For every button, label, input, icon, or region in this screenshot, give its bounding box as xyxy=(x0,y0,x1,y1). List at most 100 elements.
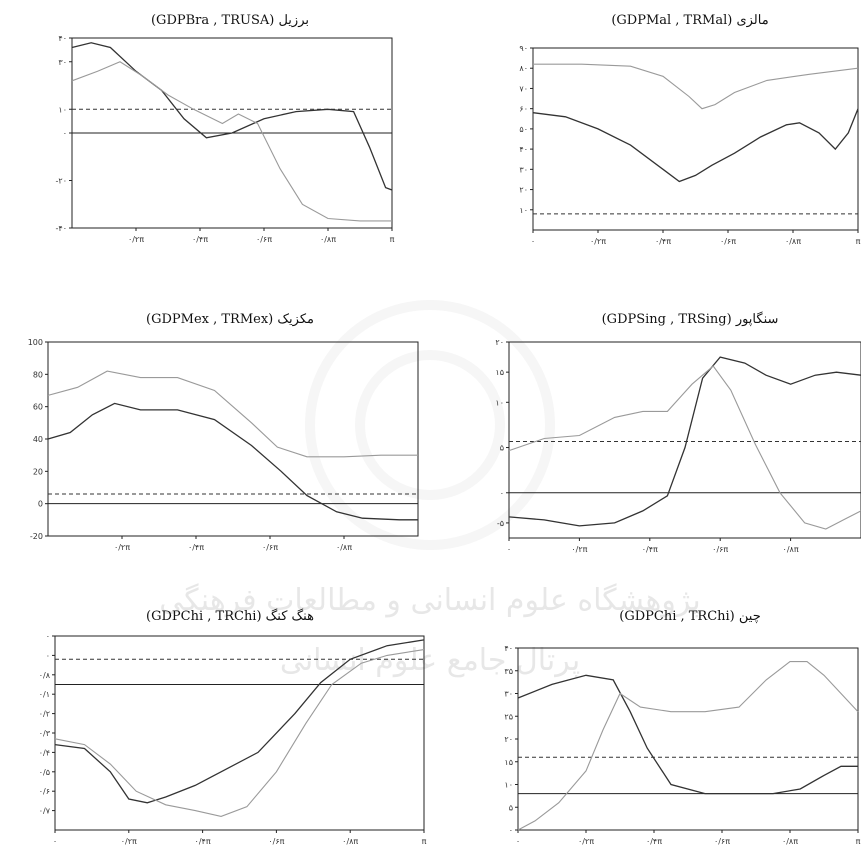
x-tick-label: ۰/۶π xyxy=(268,837,284,846)
x-tick-label: ۰/۶π xyxy=(256,235,272,244)
x-tick-label: ۰/۶π xyxy=(712,545,728,554)
y-tick-label: ۲۰ xyxy=(519,186,528,195)
y-tick-label: ۵۰ xyxy=(519,125,528,134)
plot-frame xyxy=(532,47,859,231)
x-tick-label: ۰/۸π xyxy=(342,837,358,846)
y-tick-label: -۴۰ xyxy=(56,224,67,233)
y-tick-label: ۴۰ xyxy=(58,34,67,43)
x-tick-label: π xyxy=(856,837,861,846)
watermark-rosette-outer xyxy=(305,300,555,550)
y-tick-label: -۵ xyxy=(497,519,504,528)
y-tick-label: 80 xyxy=(33,370,43,379)
chart-title: (GDPSing , TRSing) سنگاپور xyxy=(602,311,779,327)
y-tick-label: ۶۰ xyxy=(519,105,528,114)
x-tick-label: ۰/۲π xyxy=(114,543,130,552)
series-line-2 xyxy=(71,61,392,222)
series-line-2 xyxy=(54,649,425,817)
y-tick-label: ۳۰ xyxy=(519,165,528,174)
y-tick-label: ۰/۴ xyxy=(39,748,50,757)
y-tick-label: ۱۵ xyxy=(504,758,513,767)
y-tick-label: ۰/۶ xyxy=(39,787,50,796)
series-line-1 xyxy=(517,674,858,795)
x-tick-label: ۰/۴π xyxy=(195,837,211,846)
watermark: پژوهشگاه علوم انسانی و مطالعات فرهنگی پر… xyxy=(159,300,701,678)
chart-panel-hongkong: (GDPChi , TRChi) هنگ کنگ ۰ ۰ ۰/۸ ۰/۱ ۰/۲ ۰/۳ ۰/… xyxy=(39,608,427,846)
y-tick-label: ۴۰ xyxy=(504,644,513,653)
y-tick-label: 60 xyxy=(33,403,43,412)
y-tick-label: ۰ xyxy=(509,826,513,835)
x-tick-label: ۰/۸π xyxy=(336,543,352,552)
x-tick-label: ۰/۸π xyxy=(783,545,799,554)
x-tick-label: ۰/۴π xyxy=(655,237,671,246)
watermark-text-1: پژوهشگاه علوم انسانی و مطالعات فرهنگی xyxy=(159,583,701,618)
x-tick-label: ۰/۴π xyxy=(192,235,208,244)
chart-title: (GDPChi , TRChi) هنگ کنگ xyxy=(146,608,314,624)
y-tick-label: ۲۰ xyxy=(495,338,504,347)
y-tick-label: ۰ xyxy=(46,632,50,641)
x-tick-label: ۰ xyxy=(53,837,57,846)
y-tick-label: ۰/۳ xyxy=(39,729,51,738)
x-tick-label: ۰/۴π xyxy=(642,545,658,554)
y-tick-label: ۰ xyxy=(500,489,504,498)
series-line-2 xyxy=(508,365,861,530)
chart-title: (GDPMal , TRMal) مالزی xyxy=(611,13,768,28)
y-tick-label: 0 xyxy=(38,500,43,509)
y-tick-label: -20 xyxy=(30,532,43,541)
series-line-1 xyxy=(532,108,859,183)
y-tick-label: ۱۵ xyxy=(495,368,504,377)
x-tick-label: ۰/۲π xyxy=(121,837,137,846)
series-line-2 xyxy=(533,63,859,110)
y-tick-label: ۸۰ xyxy=(519,64,528,73)
chart-title: (GDPBra , TRUSA) برزیل xyxy=(151,13,309,28)
chart-panel-brazil: (GDPBra , TRUSA) برزیل ۴۰ ۳۰ ۱۰ ۰ -۲۰ -۴۰ ۰/۲π ۰… xyxy=(56,13,395,244)
y-tick-label: ۱۰ xyxy=(58,105,67,114)
x-tick-label: ۰/۲π xyxy=(128,235,144,244)
y-tick-label: ۵ xyxy=(509,803,513,812)
watermark-text-2: پرتال جامع علوم انسانی xyxy=(280,643,580,678)
y-tick-label: 100 xyxy=(28,338,43,347)
series-line-1 xyxy=(54,639,425,804)
y-tick-label: ۱۰ xyxy=(504,781,513,790)
y-tick-label: ۲۵ xyxy=(504,712,513,721)
chart-title: (GDPMex , TRMex) مکزیک xyxy=(146,312,314,327)
y-tick-label: ۲۰ xyxy=(504,735,513,744)
y-tick-label: ۰/۱ xyxy=(39,690,50,699)
y-tick-label: ۰ xyxy=(63,129,67,138)
y-tick-label: ۱۰ xyxy=(495,398,504,407)
y-tick-label: ۹۰ xyxy=(519,44,528,53)
series-line-2 xyxy=(47,370,418,458)
series-line-1 xyxy=(47,402,418,521)
x-tick-label: ۰ xyxy=(531,237,535,246)
y-tick-label: -۲۰ xyxy=(56,177,67,186)
series-line-2 xyxy=(517,661,859,831)
chart-panel-mexico: (GDPMex , TRMex) مکزیک 100 80 60 40 20 0 -20 ۰/۲… xyxy=(28,312,419,552)
chart-panel-singapore: (GDPSing , TRSing) سنگاپور ۲۰ ۱۵ ۱۰ ۵ ۰ -۵ ۰ ۰/۲… xyxy=(495,311,861,554)
y-tick-label: ۷۰ xyxy=(519,84,528,93)
x-tick-label: π xyxy=(390,235,395,244)
x-tick-label: ۰/۴π xyxy=(646,837,662,846)
watermark-rosette-inner xyxy=(355,350,505,500)
x-tick-label: ۰/۸π xyxy=(785,237,801,246)
y-tick-label: ۰/۷ xyxy=(39,807,51,816)
y-tick-label: ۱۰ xyxy=(519,206,528,215)
series-line-1 xyxy=(508,356,861,527)
x-tick-label: ۰ xyxy=(516,837,520,846)
y-tick-label: ۰ xyxy=(46,651,50,660)
y-tick-label: ۵ xyxy=(500,444,504,453)
x-tick-label: ۰/۶π xyxy=(720,237,736,246)
x-tick-label: π xyxy=(856,237,861,246)
chart-panel-malaysia: (GDPMal , TRMal) مالزی ۹۰ ۸۰ ۷۰ ۶۰ ۵۰ ۴۰ ۳۰ ۲۰ ۱۰… xyxy=(519,13,860,246)
series-line-1 xyxy=(71,42,393,191)
y-tick-label: ۰/۲ xyxy=(39,710,50,719)
x-tick-label: ۰/۸π xyxy=(320,235,336,244)
y-tick-label: ۳۰ xyxy=(504,690,513,699)
x-tick-label: ۰/۶π xyxy=(262,543,278,552)
chart-title: (GDPChi , TRChi) چین xyxy=(619,609,761,624)
x-tick-label: π xyxy=(422,837,427,846)
x-tick-label: ۰/۸π xyxy=(782,837,798,846)
x-tick-label: ۰/۲π xyxy=(590,237,606,246)
y-tick-label: 40 xyxy=(33,435,43,444)
y-tick-label: ۴۰ xyxy=(519,145,528,154)
x-tick-label: ۰/۲π xyxy=(578,837,594,846)
